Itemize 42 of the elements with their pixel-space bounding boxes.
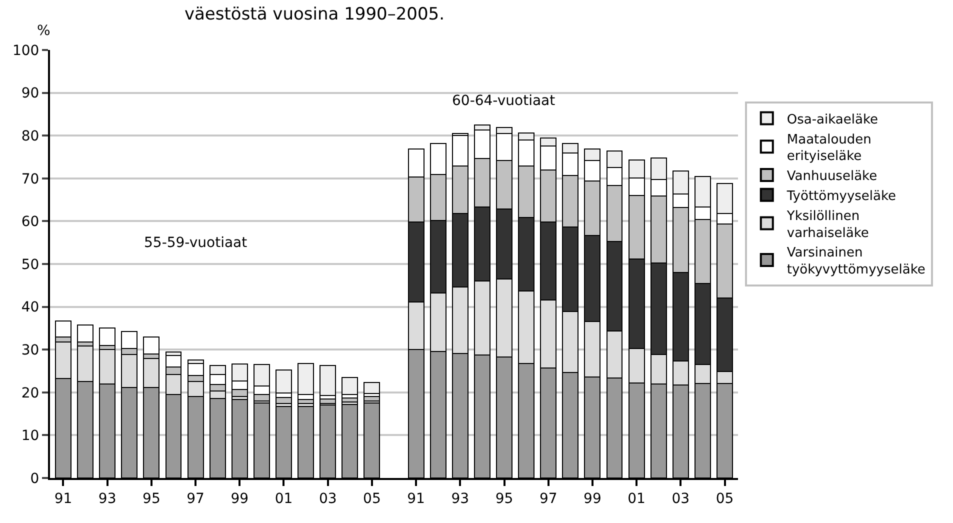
x-tick-label: 97 <box>186 490 204 507</box>
legend-label: Työttömyyseläke <box>786 188 896 204</box>
y-tick-label: 10 <box>21 428 40 444</box>
y-tick-label: 90 <box>21 86 40 102</box>
bar <box>77 324 94 342</box>
y-tick-label: 50 <box>21 256 40 273</box>
x-tick-label: 99 <box>230 490 249 507</box>
x-tick-label: 01 <box>274 490 293 507</box>
y-axis-title: % <box>37 23 50 39</box>
bar <box>342 376 358 396</box>
annotation: 55-59-vuotiaat <box>144 235 248 251</box>
legend-label: Osa-aikaeläke <box>786 112 878 128</box>
y-tick-label: 70 <box>21 171 40 188</box>
legend-label: Maatalouden erityiseläke <box>786 132 872 164</box>
x-tick-label: 03 <box>318 490 337 507</box>
x-tick-label: 93 <box>98 490 116 507</box>
x-tick-label: 05 <box>716 490 734 507</box>
y-tick-label: 20 <box>21 385 40 402</box>
chart-title: väestöstä vuosina 1990–2005. <box>184 4 445 25</box>
legend-label: Varsinainen työkyvyttömyyseläke <box>786 246 926 278</box>
x-tick-label: 95 <box>142 490 160 507</box>
x-tick-label: 91 <box>54 490 72 507</box>
legend-label: Vanhuuseläke <box>786 169 878 184</box>
x-tick-label: 05 <box>363 490 381 507</box>
y-tick-label: 30 <box>21 342 40 358</box>
x-tick-label: 03 <box>672 490 690 507</box>
bar <box>320 364 336 396</box>
y-tick-label: 100 <box>12 42 40 59</box>
y-tick-label: 0 <box>30 470 40 487</box>
y-tick-label: 40 <box>21 300 40 316</box>
y-tick-label: 60 <box>21 214 40 230</box>
x-tick-label: 97 <box>539 490 558 507</box>
bar <box>99 327 116 346</box>
x-tick-label: 91 <box>407 490 425 507</box>
legend-label: Yksilöllinen varhaiseläke <box>786 208 869 241</box>
x-tick-label: 93 <box>451 490 470 507</box>
annotation: 60-64-vuotiaat <box>452 93 556 109</box>
x-tick-label: 99 <box>584 490 602 507</box>
bar <box>364 382 380 394</box>
x-tick-label: 01 <box>628 490 646 507</box>
x-tick-label: 95 <box>495 490 514 507</box>
y-tick-label: 80 <box>21 128 40 144</box>
